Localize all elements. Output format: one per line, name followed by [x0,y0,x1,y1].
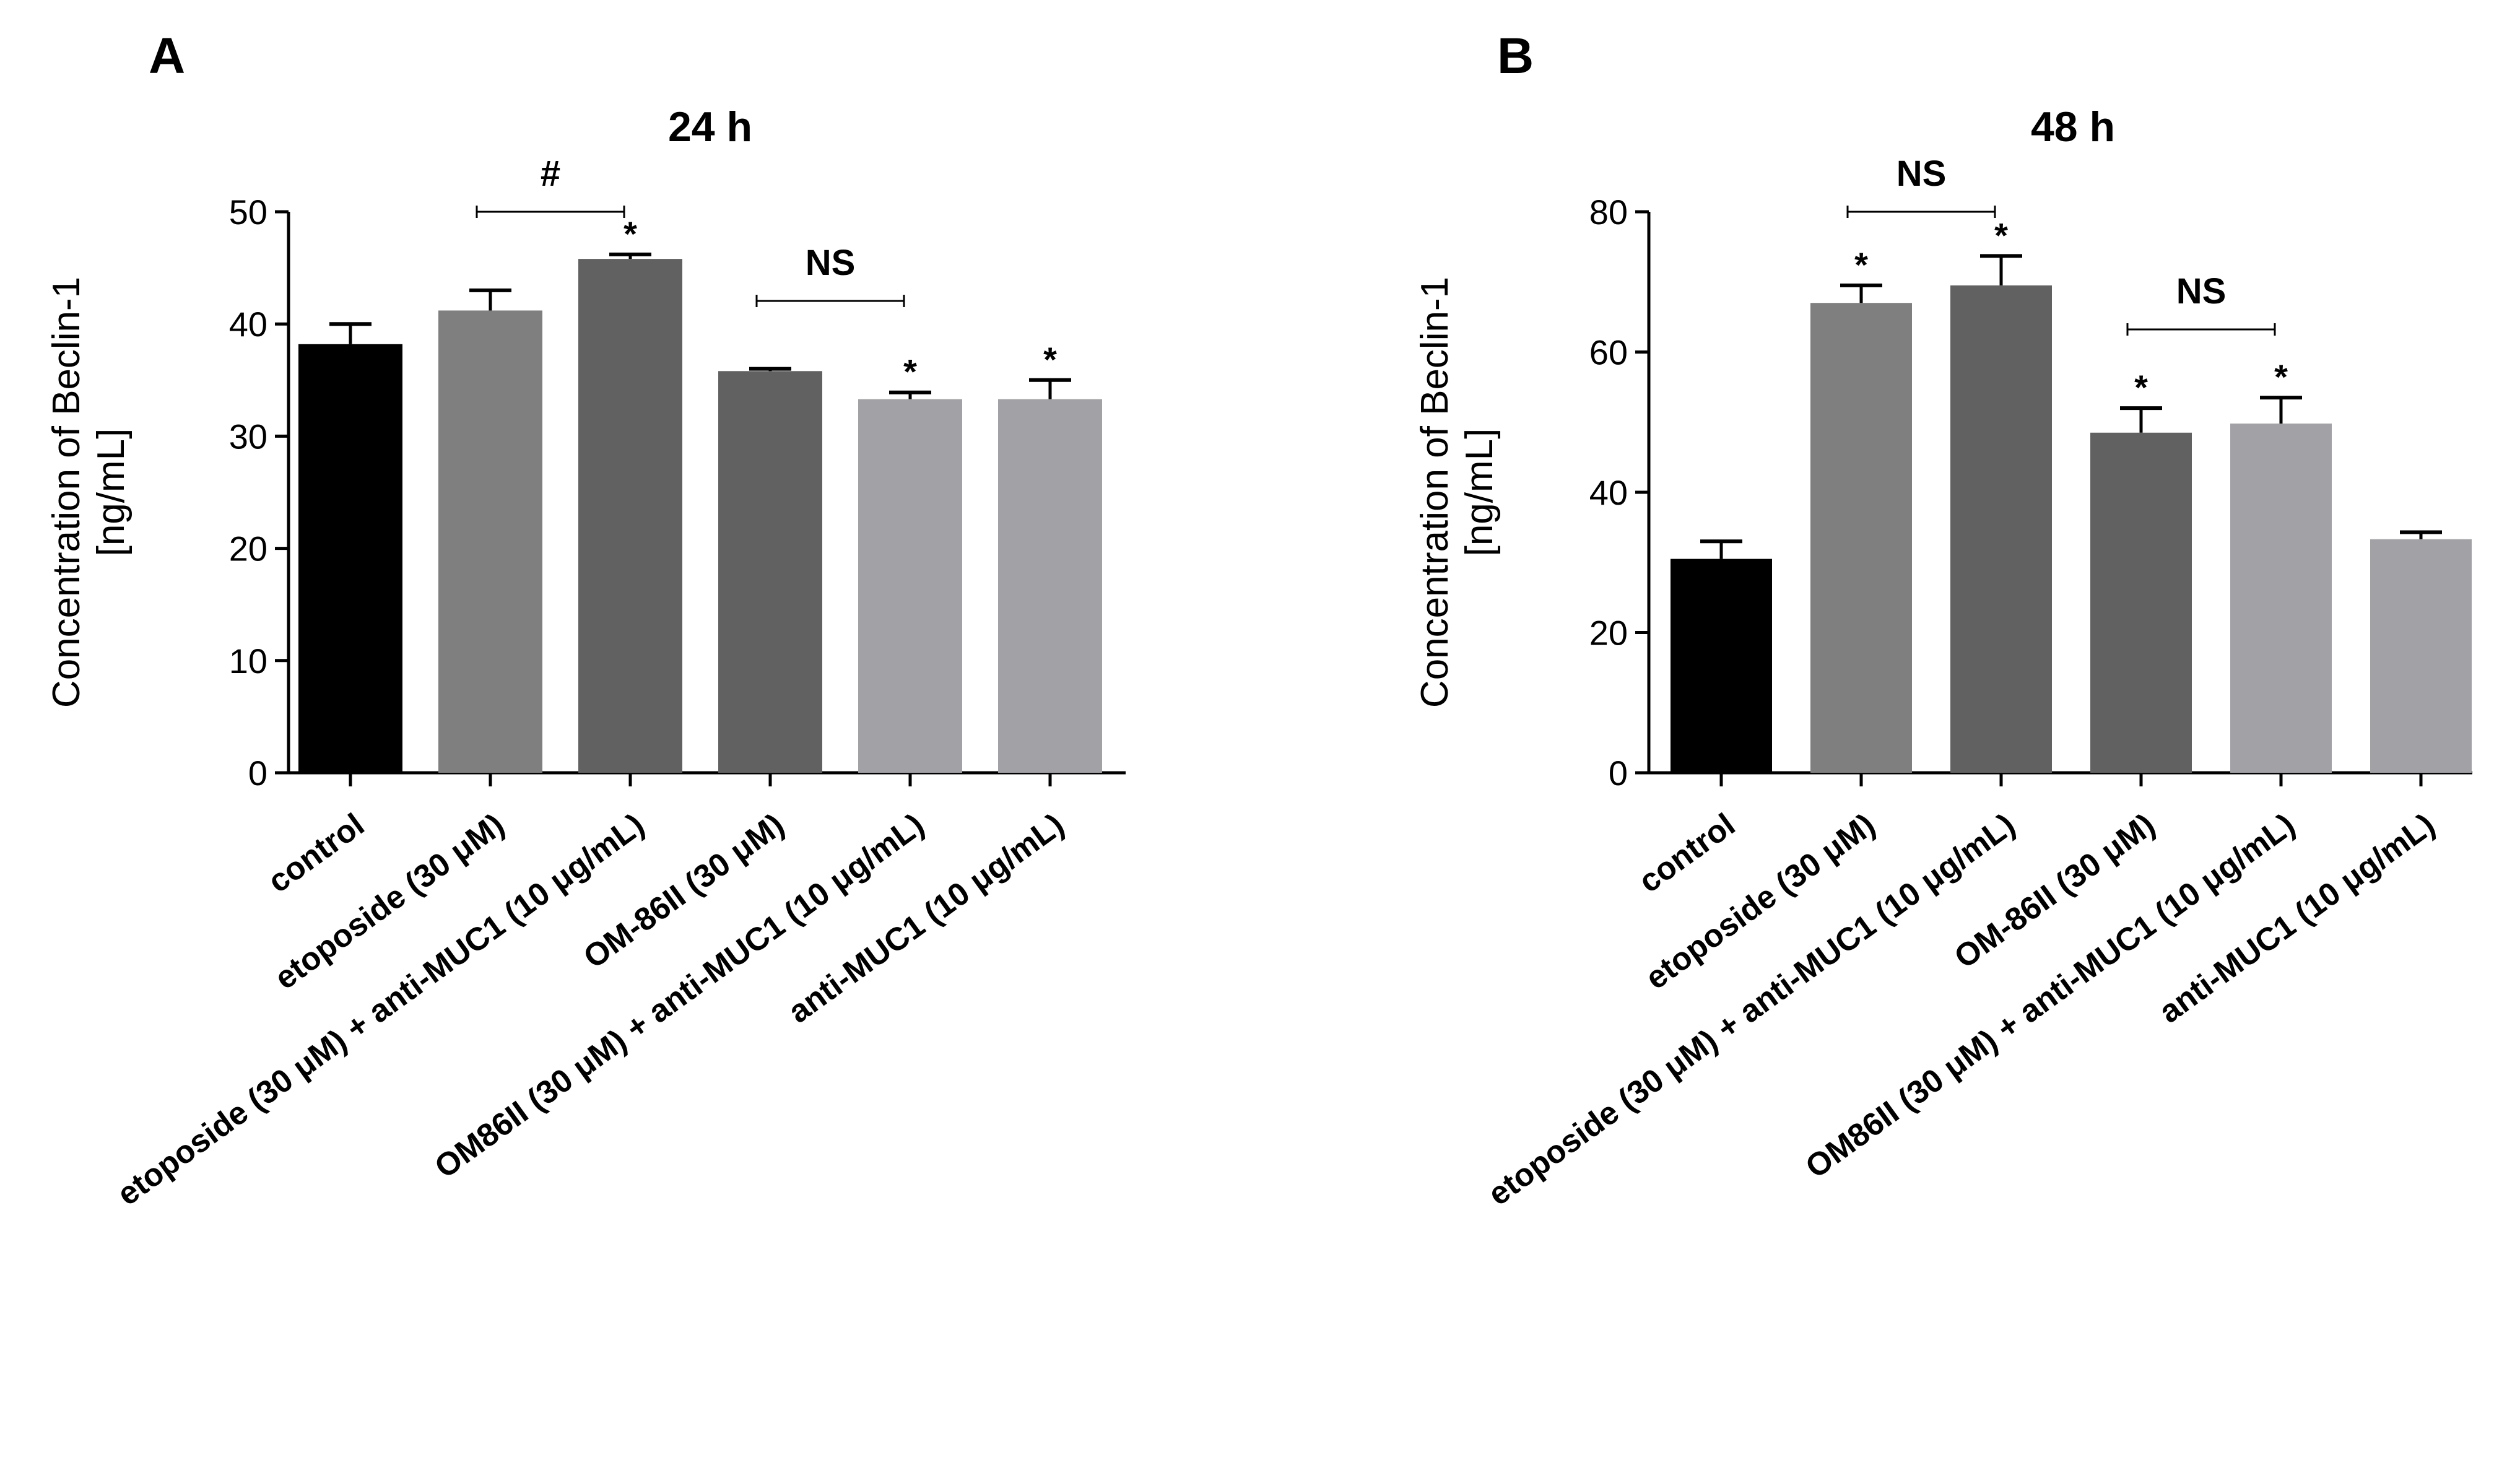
category-label-48h-2: etoposide (30 μM) + anti-MUC1 (10 μg/mL) [1482,807,2022,1213]
y-axis-label-line: [ng/mL] [90,428,133,557]
bracket-label-48h-1: NS [2176,271,2227,311]
bar-48h-2 [1950,285,2052,773]
y-tick-label-24h: 0 [248,754,267,793]
panel-a-letter: A [149,28,185,84]
category-label-48h-1: etoposide (30 μM) [1639,807,1882,997]
category-label-24h-2: etoposide (30 μM) + anti-MUC1 (10 μg/mL) [111,807,651,1213]
panel-b-letter: B [1497,28,1534,84]
bar-48h-1 [1810,303,1912,773]
bracket-label-24h-1: NS [806,243,856,283]
y-tick-label-48h: 60 [1589,333,1628,372]
significance-mark-48h-2: * [1994,215,2008,254]
y-axis-label-line: Concentration of Beclin-1 [1414,277,1456,708]
y-tick-label-48h: 0 [1609,754,1628,793]
y-tick-label-24h: 40 [229,305,267,344]
y-axis-label-48h: Concentration of Beclin-1[ng/mL] [1414,277,1501,708]
bar-24h-5 [998,399,1102,773]
bracket-label-24h-0: # [541,154,560,194]
bar-48h-0 [1671,559,1772,773]
chart-panel-48h: 48 h Concentration of Beclin-1[ng/mL] 0 20 4… [1414,103,2472,1213]
y-tick-label-24h: 30 [229,417,267,456]
bar-24h-3 [718,371,822,773]
significance-mark-24h-4: * [903,352,917,391]
category-label-24h-5: anti-MUC1 (10 μg/mL) [782,807,1071,1030]
y-axis-label-24h: Concentration of Beclin-1[ng/mL] [45,277,133,708]
bar-48h-4 [2230,424,2332,773]
category-label-48h-5: anti-MUC1 (10 μg/mL) [2153,807,2442,1030]
bar-24h-0 [298,344,402,773]
significance-mark-48h-1: * [1854,245,1868,284]
chart-panel-24h: 24 h Concentration of Beclin-1[ng/mL] 0 10 2… [45,103,1126,1213]
significance-mark-48h-3: * [2134,368,2148,407]
bar-48h-3 [2090,432,2192,773]
category-label-24h-0: control [261,807,371,900]
chart-title-24h: 24 h [668,103,752,150]
y-tick-label-24h: 20 [229,529,267,568]
y-tick-label-48h: 20 [1589,614,1628,653]
y-tick-label-24h: 50 [229,193,267,232]
significance-mark-48h-4: * [2274,357,2288,396]
category-label-24h-4: OM86II (30 μM) + anti-MUC1 (10 μg/mL) [428,807,931,1186]
y-tick-label-48h: 40 [1589,473,1628,512]
bracket-label-48h-0: NS [1897,154,1947,194]
y-axis-label-line: [ng/mL] [1458,428,1501,557]
category-label-24h-1: etoposide (30 μM) [268,807,511,997]
bar-24h-2 [578,259,682,773]
y-tick-label-24h: 10 [229,641,267,681]
significance-mark-24h-2: * [623,214,637,253]
bar-24h-1 [438,310,542,773]
bar-24h-4 [858,399,962,773]
category-label-48h-4: OM86II (30 μM) + anti-MUC1 (10 μg/mL) [1799,807,2301,1186]
y-axis-label-line: Concentration of Beclin-1 [45,277,88,708]
category-label-48h-0: control [1632,807,1742,900]
bar-48h-5 [2370,539,2472,773]
y-tick-label-48h: 80 [1589,193,1628,232]
significance-mark-24h-5: * [1043,340,1057,379]
chart-title-48h: 48 h [2031,103,2115,150]
